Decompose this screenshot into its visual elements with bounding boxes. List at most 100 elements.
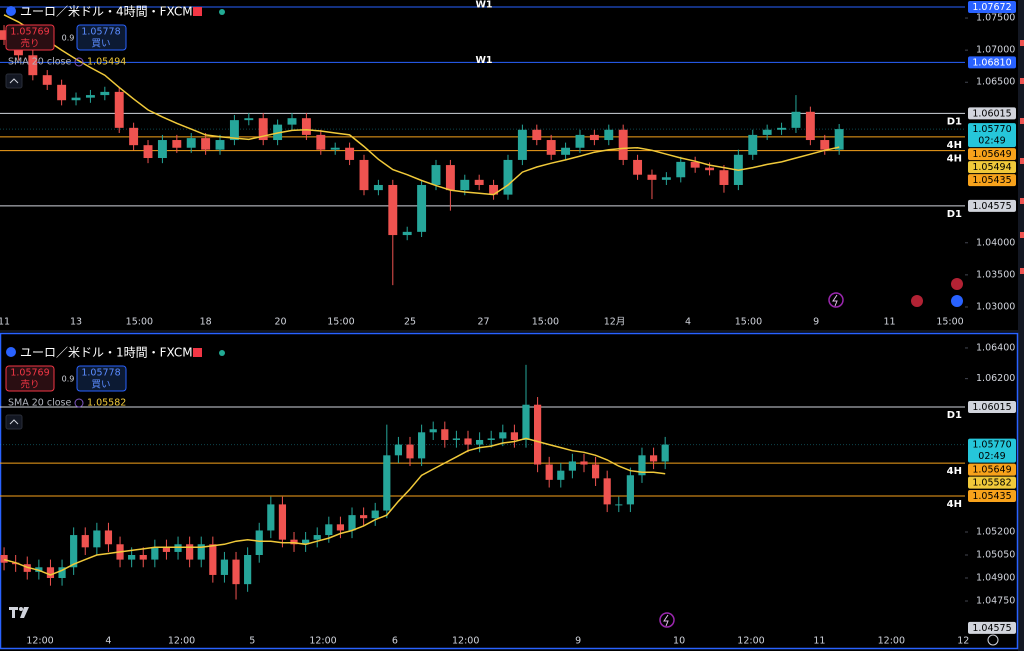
price-label-box bbox=[968, 123, 1016, 148]
y-tick-label: 1.06500 bbox=[976, 77, 1015, 88]
x-tick-label: 11 bbox=[884, 317, 896, 328]
candle-body bbox=[661, 177, 671, 180]
collapse-button[interactable] bbox=[5, 73, 23, 89]
y-tick-label: 1.05200 bbox=[976, 527, 1015, 538]
sell-price: 1.05769 bbox=[10, 27, 49, 38]
x-tick-label: 11 bbox=[813, 636, 825, 647]
candle-body bbox=[638, 455, 646, 476]
x-tick-label: 12:00 bbox=[309, 636, 336, 647]
symbol-icon bbox=[6, 347, 16, 357]
candle-body bbox=[232, 559, 240, 585]
candle-body bbox=[57, 84, 67, 101]
price-label-box bbox=[968, 161, 1016, 174]
candle-body bbox=[70, 535, 78, 568]
candle-body bbox=[313, 535, 321, 540]
x-tick-label: 12月 bbox=[604, 317, 626, 328]
market-status bbox=[219, 9, 225, 15]
x-tick-label: 5 bbox=[249, 636, 255, 647]
sell-button[interactable] bbox=[5, 24, 55, 51]
candle-body bbox=[522, 404, 530, 440]
candle-body bbox=[336, 524, 345, 531]
market-flag bbox=[193, 7, 202, 16]
sell-button[interactable] bbox=[5, 365, 55, 392]
buy-button[interactable] bbox=[76, 365, 127, 392]
candle-body bbox=[561, 147, 571, 155]
x-tick-label: 12:00 bbox=[878, 636, 905, 647]
x-tick-label: 15:00 bbox=[126, 317, 153, 328]
candle-body bbox=[460, 179, 470, 191]
candle-body bbox=[661, 444, 669, 462]
indicator-name: SMA 20 close bbox=[8, 398, 71, 409]
x-tick-label: 25 bbox=[404, 317, 416, 328]
candle-body bbox=[330, 147, 340, 150]
candle-body bbox=[777, 127, 787, 130]
price-label-box bbox=[968, 621, 1016, 634]
candle-body bbox=[719, 170, 729, 185]
sma-line bbox=[3, 437, 666, 576]
x-tick-label: 12:00 bbox=[452, 636, 479, 647]
candle-body bbox=[503, 159, 513, 195]
symbol-icon bbox=[6, 6, 16, 16]
collapse-button[interactable] bbox=[5, 414, 23, 430]
candle-body bbox=[575, 134, 585, 148]
price-label: 1.05770 bbox=[972, 124, 1011, 135]
candle-body bbox=[325, 524, 333, 536]
candle-body bbox=[489, 184, 499, 195]
y-tick-label: 1.03000 bbox=[976, 301, 1015, 312]
candle-body bbox=[546, 140, 556, 155]
buy-price: 1.05778 bbox=[81, 368, 120, 379]
price-label-box bbox=[968, 489, 1016, 502]
candle-body bbox=[215, 140, 225, 150]
x-tick-label: 6 bbox=[392, 636, 398, 647]
candle-body bbox=[568, 461, 576, 471]
candle-body bbox=[487, 438, 495, 440]
candle-body bbox=[834, 129, 844, 150]
candle-body bbox=[359, 159, 369, 191]
candle-body bbox=[580, 461, 588, 465]
active-pane-border bbox=[0, 332, 1019, 650]
price-label-box bbox=[968, 148, 1016, 161]
candle-body bbox=[647, 174, 657, 180]
candle-body bbox=[762, 129, 772, 135]
level-tag: D1 bbox=[947, 209, 962, 220]
buy-button[interactable] bbox=[76, 24, 127, 51]
y-tick-label: 1.06400 bbox=[976, 342, 1015, 353]
candle-body bbox=[302, 539, 310, 545]
x-tick-label: 12:00 bbox=[737, 636, 764, 647]
spread: 0.9 bbox=[62, 375, 75, 384]
candle-body bbox=[464, 438, 472, 445]
candle-body bbox=[186, 138, 196, 148]
x-tick-label: 12:00 bbox=[168, 636, 195, 647]
sell-label: 売り bbox=[20, 38, 39, 50]
candle-body bbox=[517, 129, 527, 160]
candle-body bbox=[805, 111, 815, 141]
symbol-title: ユーロ／米ドル・1時間・FXCM bbox=[20, 346, 193, 360]
level-tag: D1 bbox=[947, 410, 962, 421]
candle-body bbox=[604, 129, 614, 141]
candle-body bbox=[0, 555, 8, 563]
price-label: 1.05435 bbox=[972, 491, 1011, 502]
price-label: 1.05649 bbox=[972, 149, 1011, 160]
candle-body bbox=[143, 145, 153, 159]
level-tag: 4H bbox=[947, 499, 962, 510]
candle-body bbox=[157, 140, 167, 159]
candle-body bbox=[151, 547, 159, 560]
candle-body bbox=[676, 161, 686, 178]
event-icons bbox=[659, 278, 999, 646]
logo bbox=[9, 607, 29, 618]
x-tick-label: 10 bbox=[673, 636, 685, 647]
candle-body bbox=[431, 165, 441, 185]
candle-body bbox=[820, 140, 830, 150]
price-label-box bbox=[968, 199, 1016, 212]
indicator-icon bbox=[74, 398, 84, 408]
x-tick-label: 15:00 bbox=[936, 317, 963, 328]
market-status bbox=[219, 350, 225, 356]
candle-body bbox=[510, 432, 518, 440]
price-label: 1.07672 bbox=[972, 2, 1011, 13]
candle-body bbox=[445, 165, 455, 191]
candle-body bbox=[81, 535, 89, 548]
candle-body bbox=[287, 118, 297, 125]
candle-body bbox=[545, 464, 553, 480]
candle-body bbox=[100, 91, 110, 96]
